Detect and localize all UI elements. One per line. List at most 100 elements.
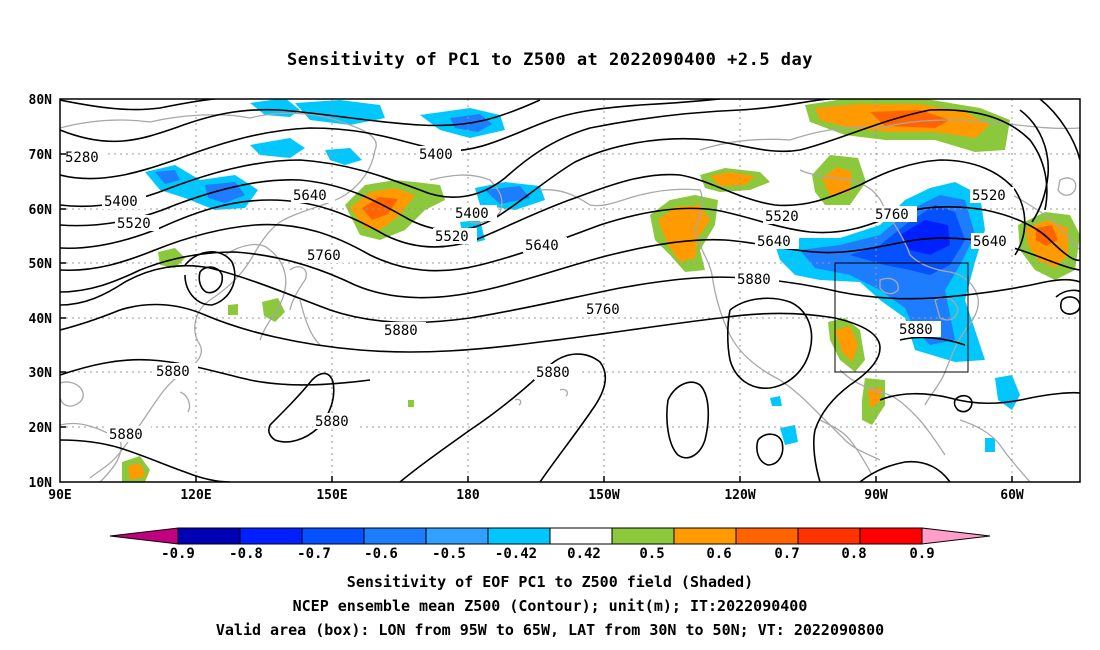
lon-label: 150E — [316, 488, 347, 503]
pos-patch-6c — [1036, 225, 1058, 246]
lon-label: 120E — [180, 488, 211, 503]
svg-text:5880: 5880 — [315, 414, 349, 430]
contour-label: 5880 — [382, 322, 426, 339]
colorbar-swatch — [177, 527, 241, 545]
colorbar-label: -0.5 — [432, 546, 466, 562]
contour-label: 5880 — [534, 364, 578, 381]
svg-text:5760: 5760 — [586, 302, 620, 318]
pos-patch-10b — [835, 326, 858, 362]
svg-text:5760: 5760 — [307, 248, 341, 264]
svg-text:5880: 5880 — [384, 323, 418, 339]
contour-label: 5280 — [63, 149, 107, 166]
svg-text:5520: 5520 — [435, 229, 469, 245]
lat-label: 40N — [29, 312, 53, 327]
z500-contours — [60, 99, 1080, 482]
svg-text:5640: 5640 — [293, 188, 327, 204]
colorbar-label: -0.8 — [229, 546, 263, 562]
colorbar-swatch — [239, 527, 303, 545]
neg-patch-12 — [985, 438, 995, 452]
neg-patch-4 — [250, 138, 305, 158]
pos-patch-3b — [658, 205, 710, 262]
neg-patch-10 — [995, 375, 1020, 410]
neg-patch-5 — [325, 148, 362, 165]
colorbar-label: 0.9 — [909, 546, 934, 562]
svg-text:5640: 5640 — [757, 234, 791, 250]
colorbar-min-arrow — [109, 527, 179, 545]
pos-patch-9 — [228, 304, 238, 315]
caption-line-3: Valid area (box): LON from 95W to 65W, L… — [215, 621, 885, 639]
colorbar-label: -0.7 — [297, 546, 331, 562]
svg-text:5880: 5880 — [899, 322, 933, 338]
colorbar-swatch — [487, 527, 551, 545]
contour-label: 5880 — [897, 321, 941, 338]
svg-text:5880: 5880 — [109, 427, 143, 443]
contour-label: 5400 — [102, 193, 146, 210]
contour-label: 5640 — [755, 233, 799, 250]
pos-patch-4b — [710, 172, 755, 186]
sensitivity-shading — [122, 99, 1080, 482]
lat-label: 60N — [29, 203, 53, 218]
svg-text:5400: 5400 — [455, 206, 489, 222]
pos-patch-7 — [158, 248, 185, 268]
colorbar-label: 0.6 — [706, 546, 731, 562]
colorbar-swatch — [859, 527, 923, 545]
svg-text:5520: 5520 — [117, 216, 151, 232]
contour-label: 5880 — [313, 413, 357, 430]
colorbar-max-arrow — [921, 527, 991, 545]
svg-text:5400: 5400 — [104, 194, 138, 210]
svg-text:5520: 5520 — [972, 188, 1006, 204]
colorbar-swatch — [735, 527, 799, 545]
lon-label: 90E — [48, 488, 71, 503]
valid-area-box — [834, 262, 969, 373]
lat-label: 80N — [29, 93, 53, 108]
contour-label: 5640 — [523, 237, 567, 254]
pos-patch-1c — [870, 110, 950, 128]
colorbar-label: -0.6 — [364, 546, 398, 562]
svg-text:5280: 5280 — [65, 150, 99, 166]
contour-label: 5520 — [763, 208, 807, 225]
axis-ticks — [60, 153, 1013, 482]
lat-label: 10N — [29, 476, 53, 491]
lat-label: 20N — [29, 421, 53, 436]
colorbar — [109, 527, 991, 545]
map-title: Sensitivity of PC1 to Z500 at 2022090400… — [286, 50, 813, 70]
colorbar-swatch — [549, 527, 613, 545]
coastlines — [60, 112, 1080, 482]
caption-line-1: Sensitivity of EOF PC1 to Z500 field (Sh… — [346, 573, 754, 591]
colorbar-swatch — [611, 527, 675, 545]
svg-text:5880: 5880 — [156, 364, 190, 380]
colorbar-label: 0.8 — [841, 546, 866, 562]
neg-patch-13 — [770, 396, 782, 406]
colorbar-label: 0.42 — [567, 546, 601, 562]
svg-text:5880: 5880 — [737, 272, 771, 288]
contour-label: 5520 — [433, 228, 477, 245]
lon-label: 120W — [724, 488, 755, 503]
contour-label: 5400 — [417, 146, 461, 163]
contour-label: 5760 — [873, 206, 917, 223]
contour-label: 5640 — [971, 233, 1015, 250]
colorbar-label: 0.5 — [639, 546, 664, 562]
neg-patch-7b — [485, 186, 530, 204]
svg-text:5400: 5400 — [419, 147, 453, 163]
colorbar-swatch — [425, 527, 489, 545]
contour-label: 5640 — [291, 187, 335, 204]
colorbar-labels: -0.9 -0.8 -0.7 -0.6 -0.5 -0.42 0.42 0.5 … — [161, 546, 935, 562]
colorbar-label: 0.7 — [774, 546, 799, 562]
contour-label: 5520 — [970, 187, 1014, 204]
pos-patch-11b — [868, 388, 882, 408]
svg-text:5880: 5880 — [536, 365, 570, 381]
contour-label: 5400 — [453, 205, 497, 222]
contour-label: 5880 — [107, 426, 151, 443]
lat-label: 30N — [29, 366, 53, 381]
svg-text:5760: 5760 — [875, 207, 909, 223]
lon-label: 150W — [588, 488, 619, 503]
colorbar-swatch — [673, 527, 737, 545]
contour-label: 5520 — [115, 215, 159, 232]
colorbar-swatch — [301, 527, 365, 545]
lat-label: 50N — [29, 257, 53, 272]
colorbar-label: -0.42 — [495, 546, 537, 562]
svg-text:5520: 5520 — [765, 209, 799, 225]
neg-patch-6b — [155, 170, 180, 184]
svg-text:5640: 5640 — [973, 234, 1007, 250]
